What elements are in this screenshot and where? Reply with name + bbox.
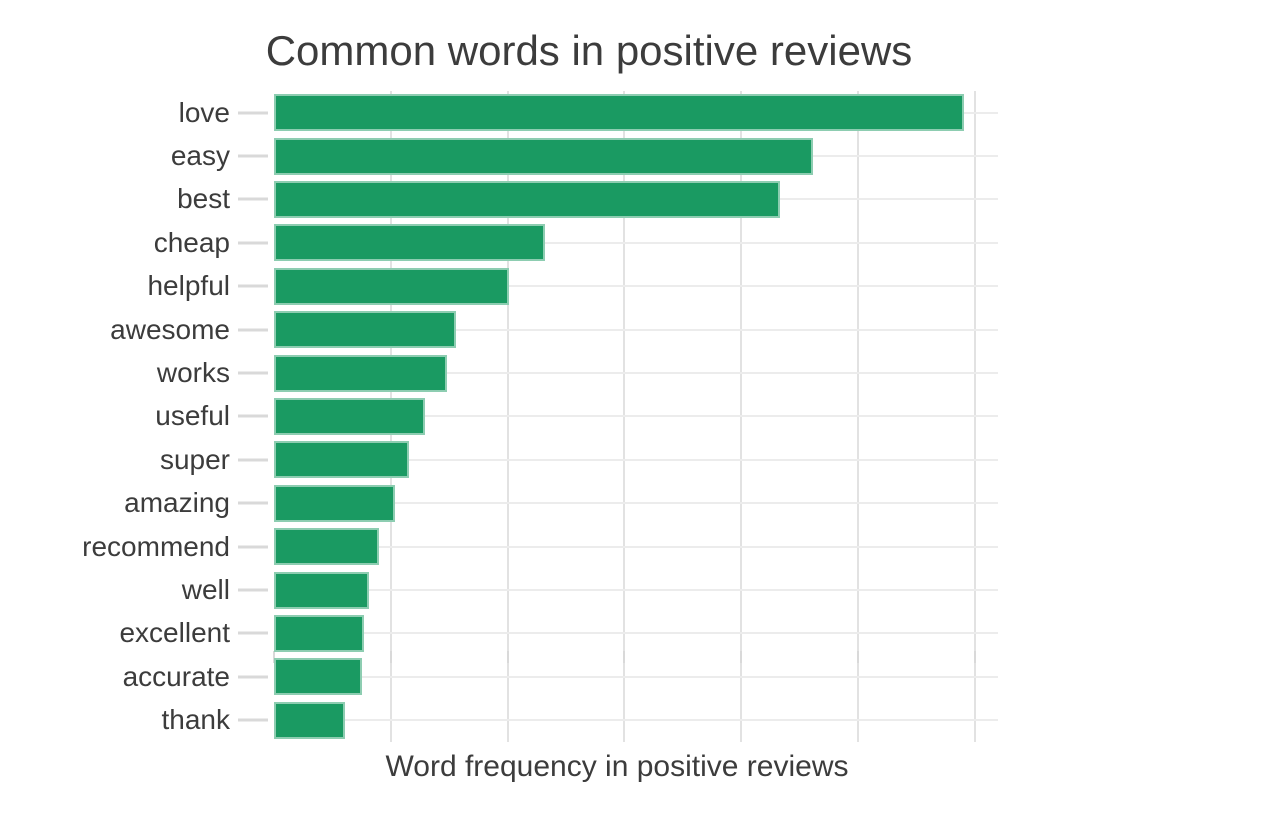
y-gridline [274,545,998,548]
y-axis-tick [238,197,268,201]
category-label-awesome: awesome [110,313,230,345]
y-gridline [274,241,998,244]
bar-row: accurate [123,655,998,698]
bar-awesome [274,311,457,349]
bar-well [274,571,369,609]
category-label-helpful: helpful [147,270,230,302]
bar-thank [274,701,346,739]
y-axis-tick [238,371,268,375]
category-label-works: works [156,357,230,389]
x-axis-tick [389,651,392,663]
category-label-recommend: recommend [82,530,230,562]
bar-cheap [274,224,545,262]
x-axis-tick [973,651,976,663]
bar-amazing [274,484,396,522]
y-axis-tick [238,545,268,549]
bar-row: super [160,438,998,481]
x-axis-tick [623,651,626,663]
category-label-love: love [178,96,230,128]
bar-row: easy [171,134,998,177]
bar-useful [274,397,425,435]
y-gridline [274,372,998,375]
y-gridline [274,589,998,592]
bar-excellent [274,614,364,652]
bar-works [274,354,447,392]
x-axis-tick [506,651,509,663]
category-label-well: well [181,574,230,606]
y-gridline [274,285,998,288]
bar-helpful [274,267,509,305]
y-axis-tick [238,675,268,679]
bar-row: useful [155,395,998,438]
y-axis-tick [238,501,268,505]
bar-row: well [182,568,998,611]
y-gridline [274,415,998,418]
category-label-best: best [177,183,230,215]
bar-row: recommend [82,525,998,568]
bar-row: cheap [154,221,998,264]
y-gridline [274,328,998,331]
x-axis-tick [856,651,859,663]
y-gridline [274,675,998,678]
y-axis-tick [238,631,268,635]
bar-easy [274,137,814,175]
y-axis-tick [238,111,268,115]
category-label-thank: thank [161,704,231,736]
bar-accurate [274,658,362,696]
bar-row: best [177,178,998,221]
y-axis-tick [238,328,268,332]
bar-row: thank [162,699,998,742]
y-gridline [274,458,998,461]
y-axis-tick [238,284,268,288]
y-axis-tick [238,458,268,462]
x-axis-tick [740,651,743,663]
y-axis-tick [238,241,268,245]
category-label-amazing: amazing [124,487,230,519]
bar-row: love [179,91,998,134]
category-label-useful: useful [155,400,230,432]
category-label-excellent: excellent [119,617,230,649]
bar-row: helpful [147,265,998,308]
bar-love [274,94,965,132]
chart-title: Common words in positive reviews [265,27,913,74]
x-axis-tick [273,651,275,663]
bar-super [274,441,410,479]
category-label-accurate: accurate [122,660,230,692]
bar-recommend [274,528,380,566]
bar-best [274,180,780,218]
plot-area: love easy best cheap helpful awesome works usef… [82,91,998,742]
bar-row: amazing [124,482,998,525]
y-gridline [274,502,998,505]
y-axis-tick [238,414,268,418]
y-axis-tick [238,718,268,722]
category-label-super: super [159,443,230,475]
bar-row: excellent [119,612,998,655]
y-axis-tick [238,154,268,158]
bar-row: works [157,351,998,394]
bar-row: awesome [110,308,998,351]
y-axis-tick [238,588,268,592]
x-axis-title: Word frequency in positive reviews [385,750,849,783]
y-gridline [274,632,998,635]
category-label-cheap: cheap [153,226,230,258]
y-gridline [274,719,998,722]
category-label-easy: easy [170,140,230,172]
